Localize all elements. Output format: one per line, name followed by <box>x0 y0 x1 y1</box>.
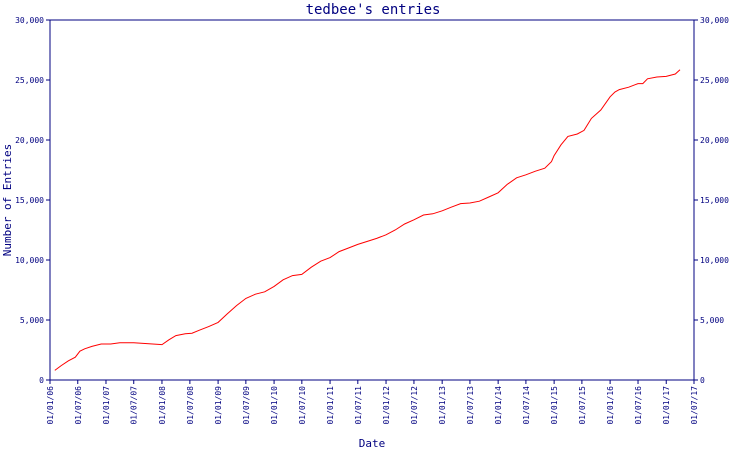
x-tick-label: 01/07/15 <box>578 386 587 425</box>
x-axis-label: Date <box>359 437 386 450</box>
x-tick-label: 01/01/13 <box>438 386 447 425</box>
y-tick-label-right: 15,000 <box>700 196 729 205</box>
plot-frame <box>49 19 695 381</box>
x-tick-label: 01/01/17 <box>662 386 671 425</box>
x-tick-label: 01/07/14 <box>522 386 531 425</box>
y-axis-left: 0 5,000 10,000 15,000 20,000 25,000 30,000 <box>15 16 50 385</box>
series-line-entries <box>54 69 681 371</box>
x-tick-label: 01/01/07 <box>102 386 111 425</box>
x-tick-label: 01/01/14 <box>494 386 503 425</box>
x-tick-label: 01/01/16 <box>606 386 615 425</box>
x-axis: 01/01/06 01/07/06 01/01/07 01/07/07 01/01/08… <box>46 380 699 425</box>
chart-title: tedbee's entries <box>306 2 441 18</box>
x-tick-label: 01/01/15 <box>550 386 559 425</box>
x-tick-label: 01/07/10 <box>298 386 307 425</box>
x-tick-label: 01/01/09 <box>214 386 223 425</box>
x-tick-label: 01/07/17 <box>690 386 699 425</box>
y-axis-right: 0 5,000 10,000 15,000 20,000 25,000 30,000 <box>694 16 729 385</box>
x-tick-label: 01/07/12 <box>410 386 419 425</box>
x-tick-label: 01/07/08 <box>186 386 195 425</box>
x-tick-label: 01/07/09 <box>242 386 251 425</box>
y-tick-label-right: 10,000 <box>700 256 729 265</box>
x-tick-label: 01/07/11 <box>354 386 363 425</box>
x-tick-label: 01/07/16 <box>634 386 643 425</box>
y-tick-label-right: 20,000 <box>700 136 729 145</box>
y-tick-label-right: 0 <box>700 376 705 385</box>
y-tick-label-right: 25,000 <box>700 76 729 85</box>
y-tick-label-left: 0 <box>39 376 44 385</box>
y-tick-label-left: 25,000 <box>15 76 44 85</box>
x-tick-label: 01/01/11 <box>326 386 335 425</box>
x-tick-label: 01/01/08 <box>158 386 167 425</box>
x-tick-label: 01/01/06 <box>46 386 55 425</box>
y-tick-label-right: 5,000 <box>700 316 724 325</box>
y-tick-label-left: 10,000 <box>15 256 44 265</box>
x-tick-label: 01/07/06 <box>74 386 83 425</box>
y-tick-label-left: 20,000 <box>15 136 44 145</box>
y-tick-label-right: 30,000 <box>700 16 729 25</box>
y-tick-label-left: 15,000 <box>15 196 44 205</box>
y-axis-label: Number of Entries <box>1 144 14 257</box>
y-tick-label-left: 30,000 <box>15 16 44 25</box>
x-tick-label: 01/07/13 <box>466 386 475 425</box>
x-tick-label: 01/01/10 <box>270 386 279 425</box>
y-tick-label-left: 5,000 <box>20 316 44 325</box>
x-tick-label: 01/07/07 <box>130 386 139 425</box>
x-tick-label: 01/01/12 <box>382 386 391 425</box>
